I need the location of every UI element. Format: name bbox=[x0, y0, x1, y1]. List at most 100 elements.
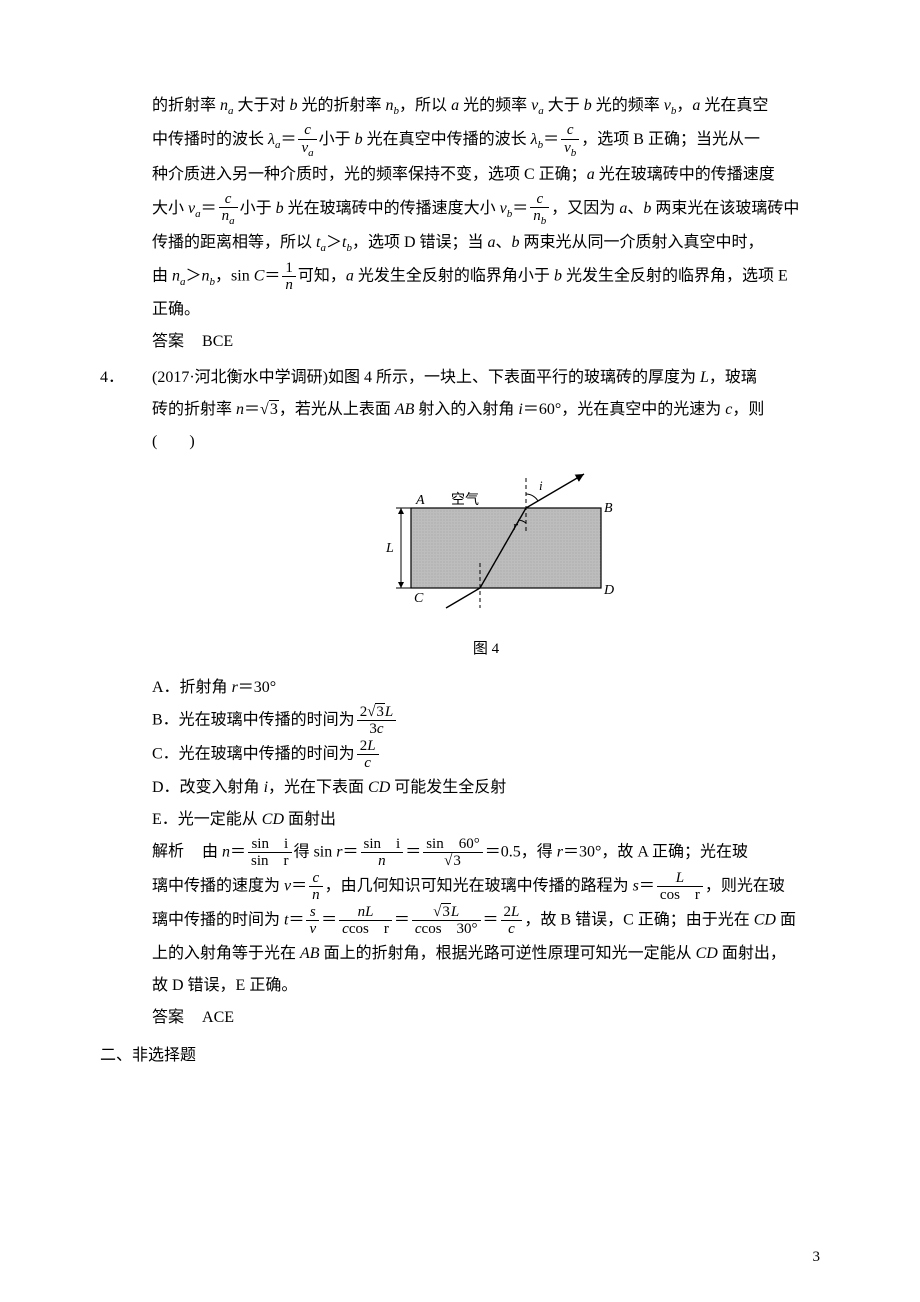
source: (2017·河北衡水中学调研) bbox=[152, 369, 328, 386]
var: b bbox=[512, 234, 520, 251]
fraction: sin 60°3 bbox=[423, 836, 483, 870]
var: L bbox=[367, 738, 375, 754]
text: ＝ bbox=[321, 911, 337, 928]
incident-ray bbox=[526, 474, 584, 508]
label-D: D bbox=[603, 583, 614, 598]
fraction: nLccos r bbox=[339, 904, 392, 938]
var: a bbox=[488, 234, 496, 251]
text-line: 传播的距离相等，所以 ta＞tb，选项 D 错误；当 a、b 两束光从同一介质射… bbox=[152, 227, 820, 259]
label-L: L bbox=[385, 541, 394, 556]
solution-label: 解析 bbox=[152, 836, 184, 868]
var: c bbox=[567, 122, 574, 138]
num: 3 bbox=[369, 721, 377, 737]
text: ，故 B 错误，C 正确；由于光在 bbox=[524, 911, 753, 928]
var: b bbox=[584, 97, 592, 114]
prev-solution-block: 的折射率 na 大于对 b 光的折射率 nb，所以 a 光的频率 νa 大于 b… bbox=[152, 90, 820, 358]
var: b bbox=[355, 131, 363, 148]
answer-value: BCE bbox=[202, 333, 233, 350]
den: cos r bbox=[657, 887, 703, 904]
text: cos r bbox=[349, 921, 389, 937]
text: 射入的入射角 bbox=[414, 401, 518, 418]
text: ＝ bbox=[405, 843, 421, 860]
text: ＝30°，故 A 正确；光在玻 bbox=[563, 843, 748, 860]
var: c bbox=[342, 921, 349, 937]
text: ＝ bbox=[483, 911, 499, 928]
solution-line: 解析由 n＝sin isin r得 sin r＝sin in＝sin 60°3＝… bbox=[152, 836, 820, 870]
text-line: 由 na＞nb，sin C＝1n可知，a 光发生全反射的临界角小于 b 光发生全… bbox=[152, 260, 820, 294]
option-C: C．光在玻璃中传播的时间为2Lc bbox=[152, 738, 820, 772]
text: ＝ bbox=[201, 200, 217, 217]
option-B: B．光在玻璃中传播的时间为23L3c bbox=[152, 704, 820, 738]
var: c bbox=[313, 870, 320, 886]
option-D: D．改变入射角 i，光在下表面 CD 可能发生全反射 bbox=[152, 772, 820, 804]
text-line: 大小 va＝cna小于 b 光在玻璃砖中的传播速度大小 vb＝cnb，又因为 a… bbox=[152, 191, 820, 228]
fraction: cn bbox=[309, 870, 323, 904]
text: ＝60°，光在真空中的光速为 bbox=[523, 401, 725, 418]
text: D．改变入射角 bbox=[152, 779, 264, 796]
label-A: A bbox=[415, 493, 425, 508]
radicand: 3 bbox=[452, 852, 462, 869]
var: L bbox=[385, 704, 393, 720]
text: 大小 bbox=[152, 200, 188, 217]
fraction: cνb bbox=[561, 122, 579, 159]
text: ＞ bbox=[326, 234, 342, 251]
label-i: i bbox=[539, 478, 543, 493]
var: n bbox=[378, 853, 386, 869]
var: c bbox=[415, 921, 422, 937]
text: 光发生全反射的临界角，选项 E bbox=[562, 267, 788, 284]
glass-rect bbox=[411, 508, 601, 588]
text: cos 30° bbox=[422, 921, 478, 937]
text: 光在真空中传播的波长 bbox=[363, 131, 531, 148]
text: ，选项 D 错误；当 bbox=[352, 234, 488, 251]
var: AB bbox=[395, 401, 415, 418]
var: L bbox=[700, 369, 709, 386]
text: C．光在玻璃中传播的时间为 bbox=[152, 745, 355, 762]
fraction: sin in bbox=[361, 836, 404, 870]
var: n bbox=[285, 277, 293, 293]
text: ，则 bbox=[732, 401, 764, 418]
var: c bbox=[377, 721, 384, 737]
text: 面上的折射角，根据光路可逆性原理可知光一定能从 bbox=[320, 945, 696, 962]
section-heading: 二、非选择题 bbox=[100, 1040, 820, 1072]
radicand: 3 bbox=[269, 400, 279, 418]
text: 面 bbox=[776, 911, 796, 928]
text: 小于 bbox=[319, 131, 355, 148]
text: ＞ bbox=[186, 267, 202, 284]
fraction: sv bbox=[306, 904, 319, 938]
paren-line: ( ) bbox=[152, 426, 820, 458]
text: 、 bbox=[496, 234, 512, 251]
var: CD bbox=[262, 811, 284, 828]
num: sin 60° bbox=[423, 836, 483, 854]
fraction: 1n bbox=[282, 260, 296, 294]
var: n bbox=[236, 401, 244, 418]
fraction: 2Lc bbox=[357, 738, 379, 772]
text: 中传播时的波长 bbox=[152, 131, 268, 148]
figure-4: A B C D 空气 L i r bbox=[152, 468, 820, 630]
var: b bbox=[276, 200, 284, 217]
text: 光在真空 bbox=[700, 97, 768, 114]
var: n bbox=[312, 887, 320, 903]
text: 如图 4 所示，一块上、下表面平行的玻璃砖的厚度为 bbox=[328, 369, 700, 386]
var: c bbox=[364, 755, 371, 771]
radicand: 3 bbox=[441, 903, 451, 920]
fraction: Lcos r bbox=[657, 870, 703, 904]
text: 由 bbox=[152, 267, 172, 284]
text: 光的折射率 bbox=[298, 97, 386, 114]
var: a bbox=[587, 166, 595, 183]
var: L bbox=[365, 904, 373, 920]
text: 上的入射角等于光在 bbox=[152, 945, 300, 962]
text: 小于 bbox=[240, 200, 276, 217]
var: a bbox=[451, 97, 459, 114]
text: 得 sin bbox=[294, 843, 337, 860]
solution-line: 璃中传播的时间为 t＝sv＝nLccos r＝3Lccos 30°＝2Lc，故 … bbox=[152, 904, 820, 938]
label-air: 空气 bbox=[451, 492, 479, 508]
figure-caption: 图 4 bbox=[152, 634, 820, 664]
page-number: 3 bbox=[813, 1242, 821, 1272]
var: λ bbox=[268, 131, 275, 148]
text-line: 砖的折射率 n＝3，若光从上表面 AB 射入的入射角 i＝60°，光在真空中的光… bbox=[152, 394, 820, 426]
text: 光的频率 bbox=[592, 97, 664, 114]
text: ＝ bbox=[230, 843, 246, 860]
text: ，由几何知识可知光在玻璃中传播的路程为 bbox=[325, 877, 633, 894]
fraction: 23L3c bbox=[357, 704, 397, 738]
text: 光发生全反射的临界角小于 bbox=[354, 267, 554, 284]
